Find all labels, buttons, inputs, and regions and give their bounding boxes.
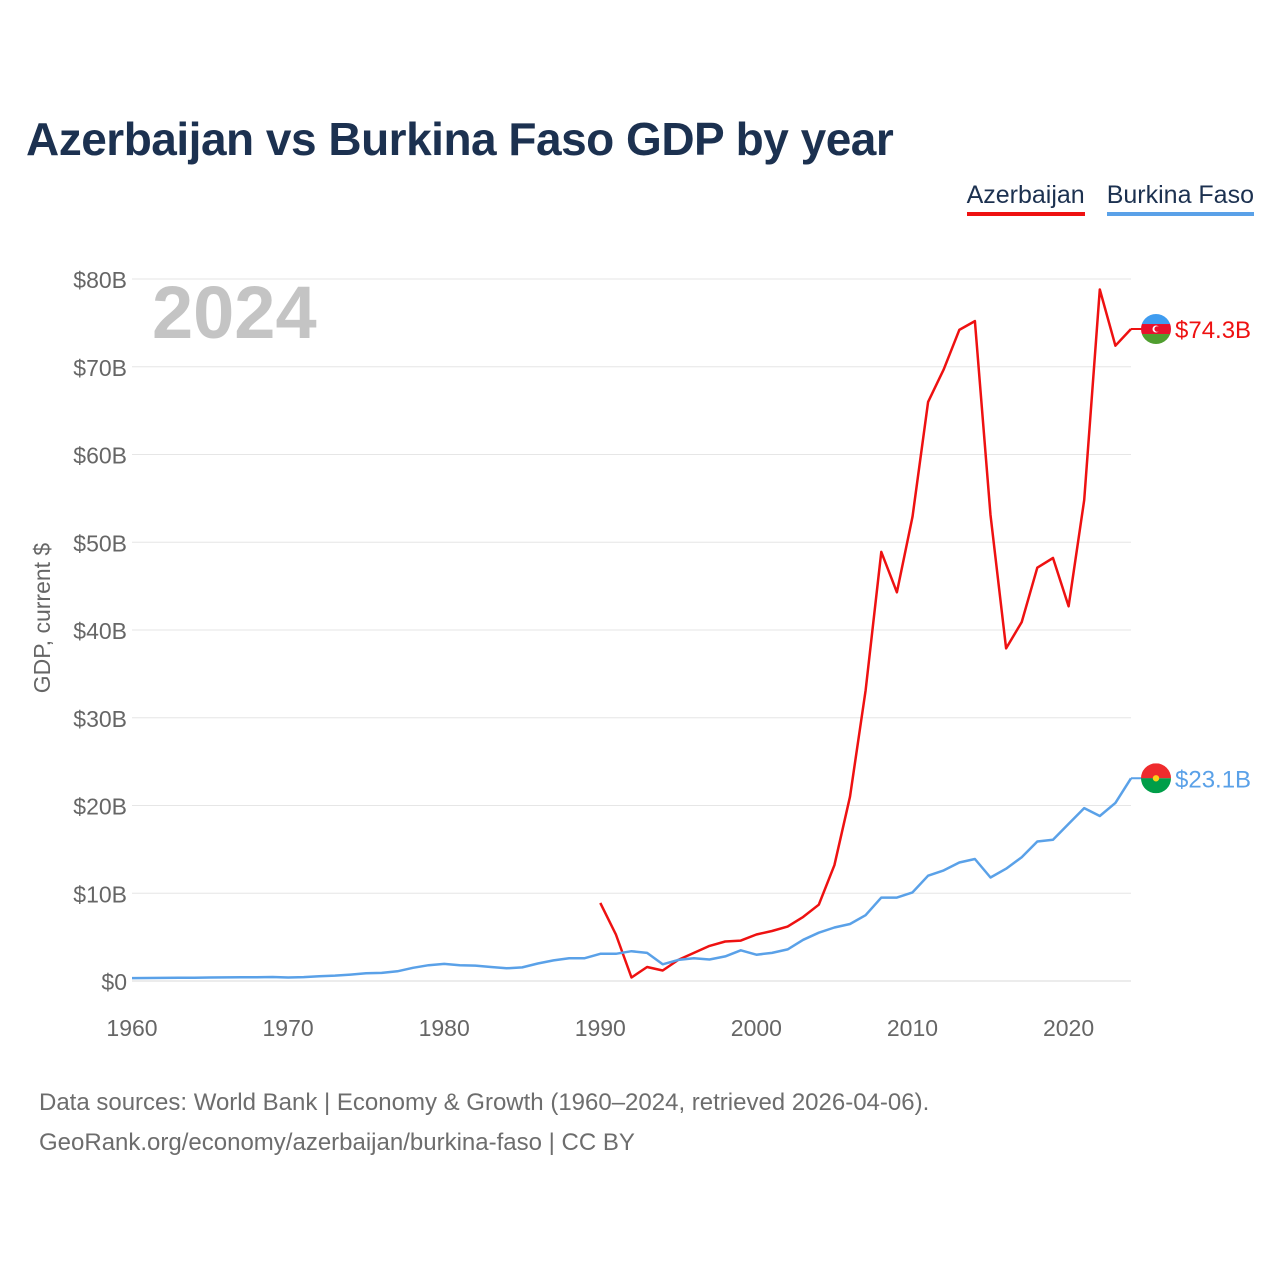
x-tick-label: 1990: [575, 1015, 626, 1041]
x-tick-label: 1980: [419, 1015, 470, 1041]
y-tick-label: $60B: [73, 443, 127, 469]
y-tick-label: $20B: [73, 794, 127, 820]
source-footer: Data sources: World Bank | Economy & Gro…: [39, 1083, 929, 1163]
chart-title: Azerbaijan vs Burkina Faso GDP by year: [26, 113, 894, 165]
end-value-label: $23.1B: [1175, 766, 1251, 793]
series-line-burkina-faso[interactable]: [131, 777, 1133, 980]
x-tick-label: 2010: [887, 1015, 938, 1041]
x-axis-tick-labels: 1960 1970 1980 1990 2000 2010 2020: [106, 1015, 1094, 1041]
end-value-label: $74.3B: [1175, 317, 1251, 344]
legend-item-burkina-faso[interactable]: Burkina Faso: [1106, 182, 1254, 216]
y-axis-label: GDP, current $: [29, 543, 55, 694]
legend: Azerbaijan Burkina Faso: [966, 182, 1254, 216]
source-line-1: Data sources: World Bank | Economy & Gro…: [39, 1089, 930, 1116]
y-tick-label: $50B: [73, 530, 127, 556]
y-tick-label: $30B: [73, 706, 127, 732]
year-watermark: 2024: [152, 271, 317, 354]
x-tick-label: 2020: [1043, 1015, 1094, 1041]
series-lines: [131, 288, 1133, 980]
line-chart: $0$10B$20B$30B$40B$50B$60B$70B$80B 1960 1…: [29, 267, 1251, 1041]
series-line-azerbaijan[interactable]: [599, 288, 1132, 979]
y-axis-tick-labels: $0 $10B $20B $30B $40B $50B $60B $70B $80B: [73, 267, 127, 995]
legend-item-azerbaijan[interactable]: Azerbaijan: [966, 182, 1085, 216]
x-tick-label: 2000: [731, 1015, 782, 1041]
y-tick-label: $0: [101, 969, 127, 995]
x-tick-label: 1970: [263, 1015, 314, 1041]
source-line-2[interactable]: GeoRank.org/economy/azerbaijan/burkina-f…: [39, 1129, 635, 1156]
y-tick-label: $80B: [73, 267, 127, 293]
x-tick-label: 1960: [106, 1015, 157, 1041]
y-tick-label: $10B: [73, 881, 127, 907]
azerbaijan-flag-icon: [1141, 314, 1171, 345]
end-labels: $74.3B $23.1B: [1131, 314, 1251, 794]
gridlines: [132, 278, 1131, 982]
y-tick-label: $70B: [73, 355, 127, 381]
burkina-faso-flag-icon: [1141, 763, 1171, 794]
y-tick-label: $40B: [73, 618, 127, 644]
